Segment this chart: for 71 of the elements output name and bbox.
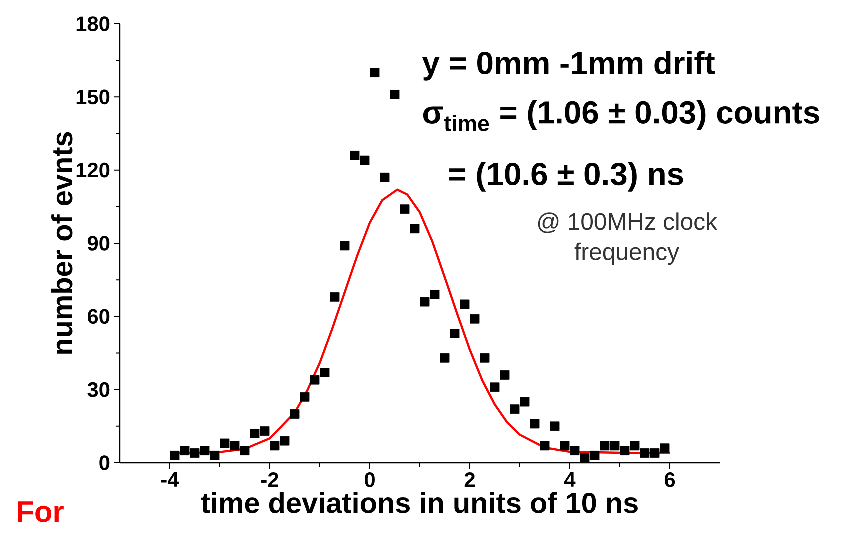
- point: [480, 353, 490, 363]
- point: [640, 448, 650, 458]
- x-tick-label: -4: [162, 472, 180, 487]
- point: [210, 450, 220, 460]
- point: [570, 446, 580, 456]
- x-tick-label: 0: [365, 472, 375, 488]
- x-tick-label: 2: [464, 472, 475, 488]
- point: [240, 446, 250, 456]
- point: [400, 204, 410, 214]
- point: [660, 444, 670, 454]
- point: [450, 329, 460, 338]
- annotation: y = 0mm -1mm drift: [422, 51, 715, 81]
- point: [370, 68, 380, 78]
- point: [500, 370, 510, 380]
- point: [530, 419, 540, 429]
- point: [440, 353, 450, 363]
- point: [180, 446, 190, 456]
- x-tick-label: 4: [564, 472, 576, 487]
- annotation: σ$_{time}$ = (1.06 ± 0.03) counts: [423, 100, 820, 132]
- annotation: = (10.6 ± 0.3) ns: [450, 162, 684, 192]
- point: [600, 441, 610, 451]
- point: [390, 90, 400, 100]
- point: [260, 426, 270, 436]
- annotation: frequency: [574, 242, 680, 266]
- point: [300, 392, 310, 402]
- point: [410, 224, 420, 234]
- point: [190, 448, 200, 458]
- y-tick-label: 150: [76, 90, 110, 105]
- y-tick-label: 180: [76, 16, 110, 32]
- point: [360, 156, 370, 166]
- point: [550, 422, 560, 432]
- y-tick-label: 60: [88, 309, 110, 324]
- point: [350, 151, 360, 160]
- point: [170, 450, 180, 460]
- point: [650, 448, 660, 458]
- x-axis-title: time deviations in units of 10 ns: [201, 492, 638, 514]
- point: [230, 441, 240, 451]
- point: [510, 404, 520, 414]
- point: [620, 446, 630, 456]
- point: [460, 300, 470, 310]
- point: [490, 382, 500, 392]
- y-axis-title: number of evnts: [52, 132, 73, 354]
- x-tick-label: -2: [262, 472, 278, 488]
- point: [280, 436, 290, 446]
- point: [610, 441, 620, 451]
- point: [270, 441, 280, 451]
- point: [380, 172, 390, 182]
- point: [340, 241, 350, 251]
- point: [580, 453, 590, 463]
- point: [540, 441, 550, 451]
- point: [430, 290, 440, 300]
- point: [420, 297, 430, 307]
- point: [290, 410, 300, 419]
- point: [310, 375, 320, 385]
- y-tick-label: 90: [88, 236, 110, 251]
- point: [200, 446, 210, 456]
- point: [560, 441, 570, 451]
- point: [470, 314, 480, 324]
- y-tick-label: 30: [88, 382, 110, 398]
- point: [520, 397, 530, 407]
- point: [330, 292, 340, 302]
- y-tick-label: 120: [76, 162, 110, 178]
- text: For: [18, 502, 64, 522]
- annotation: @ 100MHz clock: [538, 212, 718, 234]
- point: [630, 441, 640, 451]
- point: [320, 368, 330, 378]
- x-tick-label: 6: [664, 472, 676, 488]
- point: [250, 429, 260, 438]
- point: [220, 438, 230, 448]
- point: [590, 450, 600, 460]
- y-tick-label: 0: [100, 456, 110, 470]
